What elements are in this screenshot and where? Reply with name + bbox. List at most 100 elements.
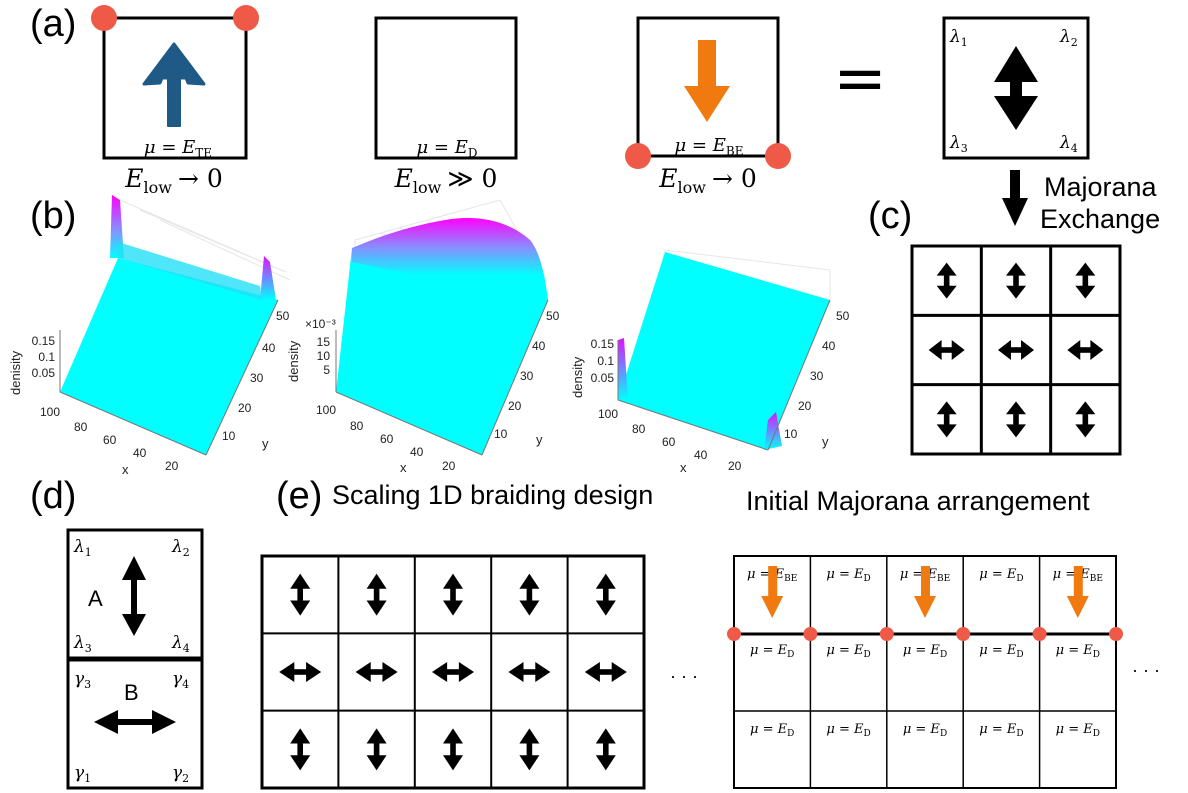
up-down-arrow-icon bbox=[936, 401, 957, 438]
svg-text:30: 30 bbox=[810, 369, 824, 383]
up-down-arrow-icon bbox=[290, 728, 311, 771]
svg-text:density: density bbox=[286, 340, 301, 382]
svg-text:40: 40 bbox=[133, 446, 147, 460]
up-down-arrow-icon bbox=[1075, 401, 1096, 438]
up-down-arrow-icon bbox=[994, 46, 1038, 130]
majorana-mode-marker bbox=[765, 143, 791, 169]
svg-text:λ3: λ3 bbox=[73, 633, 92, 655]
up-down-arrow-icon bbox=[595, 728, 616, 771]
mu-te-label: μ = ETE bbox=[144, 137, 212, 160]
corner-peak bbox=[618, 338, 628, 400]
cell-mu-label: μ = ED bbox=[826, 567, 870, 584]
up-down-arrow-icon bbox=[519, 573, 540, 616]
cell-mu-label: μ = ED bbox=[903, 643, 947, 660]
svg-text:y: y bbox=[262, 436, 269, 451]
svg-text:0.05: 0.05 bbox=[591, 371, 615, 385]
elow-label-3: Elow → 0 bbox=[658, 164, 757, 197]
svg-text:λ4: λ4 bbox=[1059, 133, 1078, 155]
cell-mu-label: μ = ED bbox=[750, 643, 794, 660]
cell-mu-label: μ = ED bbox=[826, 643, 870, 660]
svg-text:80: 80 bbox=[632, 422, 646, 436]
svg-text:λ1: λ1 bbox=[949, 27, 968, 49]
svg-text:0.15: 0.15 bbox=[32, 334, 56, 348]
svg-text:10: 10 bbox=[494, 427, 508, 441]
up-down-arrow-icon bbox=[290, 573, 311, 616]
svg-text:10: 10 bbox=[222, 429, 236, 443]
surface-plane bbox=[60, 258, 278, 455]
elow-label-2: Elow ≫ 0 bbox=[394, 164, 498, 197]
svg-text:0.1: 0.1 bbox=[597, 354, 614, 368]
left-right-arrow-icon bbox=[584, 662, 627, 682]
cell-mu-label: μ = ED bbox=[1056, 643, 1100, 660]
left-right-arrow-icon bbox=[432, 662, 474, 682]
svg-text:40: 40 bbox=[410, 445, 424, 459]
svg-text:30: 30 bbox=[250, 371, 264, 385]
left-right-arrow-icon bbox=[355, 662, 398, 682]
down-arrow-icon bbox=[1066, 566, 1089, 618]
svg-text:15: 15 bbox=[317, 335, 331, 349]
svg-text:100: 100 bbox=[40, 405, 60, 419]
braiding-grid bbox=[260, 554, 646, 790]
svg-text:40: 40 bbox=[694, 448, 708, 462]
panel-a-label: (a) bbox=[30, 3, 76, 45]
box-b-letter: B bbox=[124, 680, 139, 705]
up-down-arrow-icon bbox=[595, 573, 616, 616]
svg-text:x: x bbox=[400, 460, 407, 475]
svg-text:40: 40 bbox=[822, 339, 836, 353]
down-arrow-icon bbox=[684, 40, 730, 122]
corner-peak bbox=[110, 195, 124, 258]
svg-text:60: 60 bbox=[662, 435, 676, 449]
svg-text:λ2: λ2 bbox=[1059, 27, 1078, 49]
svg-text:λ2: λ2 bbox=[171, 537, 190, 559]
ellipsis-left: · · · bbox=[670, 666, 698, 686]
majorana-mode-marker bbox=[625, 143, 651, 169]
elow-label-1: Elow → 0 bbox=[124, 164, 223, 197]
svg-text:0.1: 0.1 bbox=[38, 350, 55, 364]
svg-text:denisity: denisity bbox=[8, 350, 23, 395]
svg-text:50: 50 bbox=[836, 309, 850, 323]
down-arrow-icon bbox=[914, 566, 936, 618]
majorana-mode-marker bbox=[1109, 627, 1123, 641]
density-plot-3: 0.15 0.1 0.05 density 100 80 60 40 20 x … bbox=[570, 249, 850, 475]
up-down-arrow-icon bbox=[519, 728, 540, 771]
surface-plane bbox=[336, 248, 548, 455]
density-plot-2: ×10⁻³ 15 10 5 density 100 80 60 40 20 x … bbox=[286, 199, 560, 475]
left-right-arrow-icon bbox=[998, 340, 1034, 360]
majorana-mode-marker bbox=[956, 627, 971, 641]
svg-text:0.05: 0.05 bbox=[32, 366, 56, 380]
svg-text:80: 80 bbox=[74, 420, 88, 434]
left-right-arrow-icon bbox=[508, 662, 551, 682]
majorana-mode-marker bbox=[727, 627, 741, 641]
svg-text:×10⁻³: ×10⁻³ bbox=[305, 317, 336, 331]
majorana-mode-marker bbox=[91, 5, 117, 31]
cell-mu-label: μ = ED bbox=[903, 722, 947, 739]
box-bottom-edge: μ = EBE bbox=[625, 16, 791, 169]
svg-text:λ1: λ1 bbox=[73, 537, 92, 559]
svg-text:50: 50 bbox=[276, 309, 290, 323]
mu-be-label: μ = EBE bbox=[675, 135, 744, 158]
left-right-arrow-icon bbox=[928, 340, 965, 360]
majorana-mode-marker bbox=[233, 5, 259, 31]
mu-d-label: μ = ED bbox=[417, 137, 478, 160]
down-arrow-icon bbox=[761, 566, 784, 618]
exchange-grid bbox=[910, 244, 1122, 456]
lambda-box: λ1 λ2 λ3 λ4 bbox=[942, 16, 1090, 160]
svg-text:y: y bbox=[822, 434, 829, 449]
cell-mu-label: μ = ED bbox=[979, 643, 1023, 660]
ellipsis-right: · · · bbox=[1132, 660, 1160, 680]
exchange-arrow-icon bbox=[1002, 170, 1028, 226]
exchange-label-line1: Majorana bbox=[1044, 172, 1158, 202]
cell-mu-label: μ = ED bbox=[979, 722, 1023, 739]
svg-text:γ3: γ3 bbox=[74, 669, 91, 691]
svg-text:x: x bbox=[122, 462, 129, 477]
svg-text:density: density bbox=[570, 356, 585, 398]
svg-text:60: 60 bbox=[103, 433, 117, 447]
majorana-mode-marker bbox=[879, 627, 894, 641]
svg-text:30: 30 bbox=[520, 369, 534, 383]
svg-text:80: 80 bbox=[350, 419, 364, 433]
svg-text:λ3: λ3 bbox=[949, 133, 968, 155]
up-down-arrow-icon bbox=[122, 556, 146, 636]
svg-text:20: 20 bbox=[728, 459, 742, 473]
up-down-arrow-icon bbox=[443, 728, 463, 771]
